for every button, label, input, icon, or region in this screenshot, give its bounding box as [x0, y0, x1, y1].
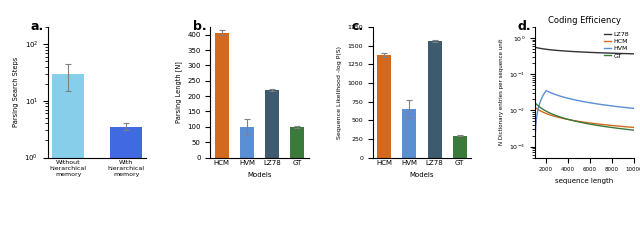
Line: GT: GT	[535, 103, 634, 130]
HCM	[612, 125, 620, 127]
HVM	[590, 102, 598, 105]
Y-axis label: Parsing Search Steps: Parsing Search Steps	[13, 57, 19, 127]
HVM	[628, 107, 636, 110]
GT	[531, 102, 539, 104]
HVM	[579, 100, 586, 103]
GT	[578, 121, 586, 124]
Y-axis label: Parsing Length [N]: Parsing Length [N]	[175, 61, 182, 123]
Bar	[291, 127, 305, 158]
LZ78	[630, 52, 637, 55]
Line: HVM: HVM	[535, 91, 634, 136]
Text: a.: a.	[30, 20, 44, 34]
Legend: LZ78, HCM, HVM, GT: LZ78, HCM, HVM, GT	[602, 30, 630, 60]
Line: HCM: HCM	[535, 108, 634, 127]
LZ78	[579, 51, 586, 53]
Bar	[403, 109, 417, 158]
HVM	[630, 107, 637, 110]
LZ78	[531, 46, 539, 49]
HVM	[579, 100, 586, 103]
HVM	[612, 105, 620, 108]
HCM	[579, 121, 586, 123]
LZ78	[627, 52, 635, 55]
Title: Coding Efficiency: Coding Efficiency	[548, 16, 621, 25]
GT	[579, 121, 586, 124]
Bar	[240, 127, 254, 158]
HCM	[578, 121, 586, 123]
HVM	[531, 134, 539, 137]
HCM	[627, 126, 635, 128]
GT	[630, 129, 637, 131]
Y-axis label: N Dictionary entries per sequence unit: N Dictionary entries per sequence unit	[499, 39, 504, 145]
Bar	[453, 135, 467, 157]
Bar	[52, 74, 84, 225]
LZ78	[612, 52, 620, 55]
GT	[627, 128, 635, 131]
X-axis label: sequence length: sequence length	[556, 178, 614, 184]
LZ78	[584, 51, 592, 54]
Text: d.: d.	[518, 20, 531, 34]
LZ78	[578, 51, 586, 53]
Bar	[265, 90, 279, 158]
HCM	[630, 126, 637, 129]
Y-axis label: Sequence Likelihood -log P(S): Sequence Likelihood -log P(S)	[337, 46, 342, 139]
Bar	[215, 33, 228, 158]
GT	[590, 124, 598, 126]
Text: c.: c.	[351, 20, 364, 34]
Bar	[428, 41, 442, 157]
HCM	[590, 122, 598, 125]
GT	[612, 127, 620, 129]
X-axis label: Models: Models	[410, 172, 435, 178]
Bar	[110, 127, 142, 225]
Line: LZ78: LZ78	[535, 47, 634, 54]
HVM	[542, 89, 550, 92]
LZ78	[590, 51, 598, 54]
Text: b.: b.	[193, 20, 206, 34]
GT	[584, 122, 592, 125]
HCM	[531, 106, 539, 109]
HCM	[584, 122, 592, 124]
X-axis label: Models: Models	[247, 172, 272, 178]
Bar	[377, 55, 391, 158]
HVM	[585, 101, 593, 104]
